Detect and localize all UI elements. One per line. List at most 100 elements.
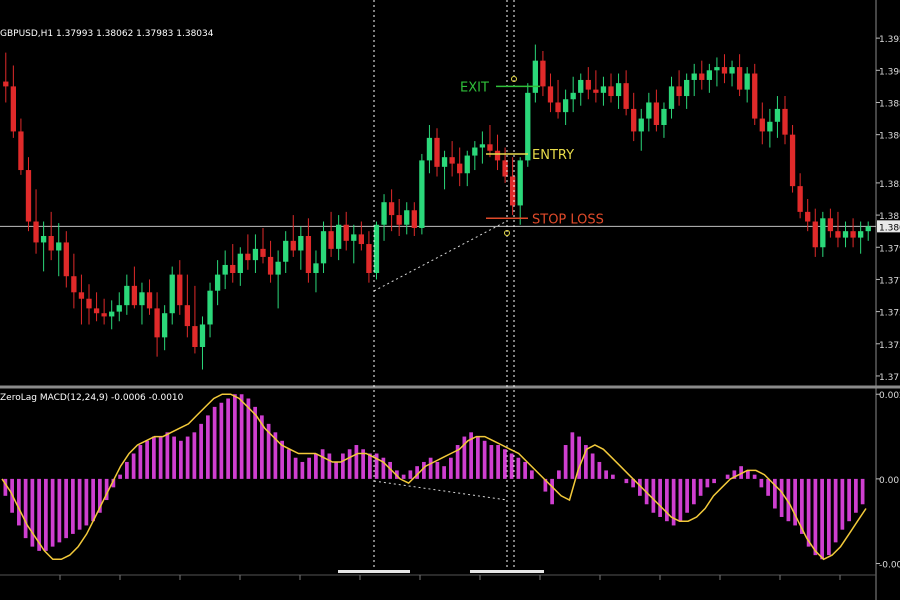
candle-body	[146, 292, 153, 309]
macd-tick-label: -0.002	[879, 561, 900, 571]
candle-body	[555, 102, 561, 113]
candle-body	[169, 274, 175, 314]
candle-body	[744, 73, 750, 90]
candle-body	[464, 155, 470, 174]
candle-body	[426, 137, 433, 161]
candle-body	[373, 224, 380, 273]
candle-body	[774, 108, 781, 122]
candle-body	[252, 248, 259, 261]
candle-body	[419, 160, 425, 228]
macd-tick-label: 0.00	[879, 476, 899, 486]
candle-body	[842, 231, 849, 238]
candle-body	[623, 83, 629, 109]
candle-body	[237, 253, 243, 273]
candle-body	[721, 67, 728, 74]
candle-body	[805, 211, 811, 222]
candle-body	[283, 240, 289, 262]
candle-body	[25, 170, 32, 222]
candle-body	[835, 231, 841, 238]
candle-body	[93, 308, 100, 314]
candle-body	[608, 86, 614, 97]
candle-body	[131, 285, 138, 306]
candle-body	[396, 215, 402, 225]
candle-body	[154, 308, 160, 338]
candle-body	[653, 102, 660, 125]
candle-body	[600, 86, 607, 93]
candle-body	[525, 92, 531, 161]
candle-body	[752, 73, 758, 119]
candle-body	[207, 290, 213, 325]
candle-body	[472, 147, 478, 156]
candle-body	[547, 86, 554, 103]
candle-body	[411, 210, 417, 228]
candle-body	[517, 160, 523, 206]
price-tick-label: 1.383	[879, 180, 900, 190]
candle-body	[661, 108, 667, 125]
price-tick-label: 1.379	[879, 244, 900, 254]
candle-body	[351, 234, 357, 241]
candle-body	[78, 292, 85, 299]
candle-body	[510, 176, 516, 206]
candle-body	[162, 313, 168, 338]
candle-body	[593, 89, 599, 93]
candle-body	[267, 256, 274, 275]
current-price-tag	[877, 220, 900, 233]
current-price-tag-label: 1.380	[879, 223, 900, 233]
candle-body	[343, 224, 349, 241]
candle-body	[116, 305, 122, 312]
candle-body	[858, 231, 864, 238]
candle-body	[222, 264, 228, 275]
candle-body	[691, 73, 697, 80]
candle-body	[457, 163, 463, 174]
price-tick-label: 1.371	[879, 373, 900, 383]
candle-body	[615, 83, 622, 97]
candle-body	[865, 226, 871, 232]
price-tick-label: 1.388	[879, 99, 900, 109]
candle-body	[434, 137, 440, 167]
candle-body	[124, 285, 130, 306]
candle-body	[177, 274, 183, 306]
candle-body	[767, 121, 773, 132]
macd-tick-label: 0.002	[879, 391, 900, 401]
candle-body	[366, 244, 372, 273]
candle-body	[56, 242, 62, 251]
candle-body	[139, 292, 145, 306]
candle-body	[540, 60, 546, 87]
candle-body	[260, 248, 266, 257]
price-tick-label: 1.373	[879, 341, 900, 351]
candle-body	[388, 202, 395, 216]
period-separator-bar	[338, 570, 410, 573]
candle-body	[109, 311, 115, 317]
pivot-marker	[511, 76, 517, 82]
candle-body	[328, 231, 334, 249]
candle-body	[48, 236, 54, 251]
candle-body	[305, 236, 312, 273]
candle-body	[827, 218, 834, 232]
candle-body	[782, 108, 788, 135]
price-tick-label: 1.386	[879, 132, 900, 142]
candle-body	[449, 157, 455, 164]
candle-body	[562, 99, 569, 113]
pivot-marker	[504, 230, 510, 236]
candle-body	[759, 118, 765, 132]
candle-body	[494, 150, 501, 161]
candle-body	[578, 79, 584, 93]
price-tick-label: 1.381	[879, 212, 900, 222]
macd-title: ZeroLag MACD(12,24,9) -0.0006 -0.0010	[0, 393, 184, 403]
candle-body	[3, 81, 9, 87]
candle-body	[676, 86, 682, 97]
candle-body	[736, 67, 743, 90]
price-tick-label: 1.390	[879, 67, 900, 77]
candle-body	[850, 231, 856, 238]
stop-loss-label: STOP LOSS	[532, 212, 604, 227]
candle-body	[585, 79, 591, 90]
price-tick-label: 1.377	[879, 276, 900, 286]
candle-body	[789, 134, 796, 187]
macd-divergence-line	[373, 480, 508, 501]
candle-body	[275, 261, 281, 275]
symbol-header: GBPUSD,H1 1.37993 1.38062 1.37983 1.3803…	[0, 29, 214, 39]
candle-body	[441, 157, 448, 167]
candle-body	[320, 231, 327, 264]
candle-body	[18, 131, 24, 171]
exit-label: EXIT	[460, 80, 489, 95]
